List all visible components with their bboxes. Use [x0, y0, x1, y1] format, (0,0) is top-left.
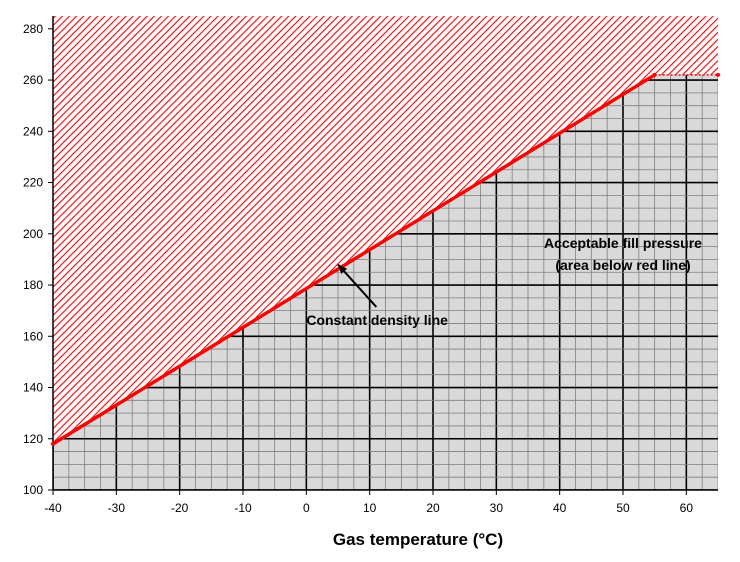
y-tick-label: 280 [23, 22, 43, 36]
constant-density-line [51, 73, 657, 446]
annotation-arrow [337, 263, 378, 308]
y-tick-label: 240 [23, 124, 43, 138]
y-tick-label: 180 [23, 278, 43, 292]
x-tick-label: -20 [171, 501, 189, 515]
line-point [51, 441, 55, 446]
x-tick-label: -10 [234, 501, 252, 515]
x-tick-label: 50 [616, 501, 630, 515]
x-tick-label: 60 [680, 501, 694, 515]
annotation-line: (area below red line) [555, 257, 690, 273]
y-tick-label: 260 [23, 73, 43, 87]
x-axis-label: Gas temperature (°C) [333, 530, 503, 549]
hatched-region [53, 16, 718, 444]
x-tick-label: -30 [108, 501, 126, 515]
line-point [716, 72, 720, 77]
x-tick-label: -40 [44, 501, 62, 515]
x-tick-label: 30 [490, 501, 504, 515]
x-tick-label: 10 [363, 501, 377, 515]
x-tick-label: 40 [553, 501, 567, 515]
annotation-line: Acceptable fill pressure [544, 235, 702, 251]
x-tick-label: 0 [303, 501, 310, 515]
annotation-arrowhead [338, 264, 348, 274]
x-tick-label: 20 [426, 501, 440, 515]
y-tick-label: 140 [23, 381, 43, 395]
y-tick-label: 100 [23, 483, 43, 497]
y-tick-label: 220 [23, 176, 43, 190]
y-tick-label: 120 [23, 432, 43, 446]
annotation-text: Acceptable fill pressure (area below red … [544, 235, 702, 273]
y-tick-label: 160 [23, 329, 43, 343]
y-tick-label: 200 [23, 227, 43, 241]
line-point [652, 72, 657, 77]
annotation-text: Constant density line [306, 312, 448, 328]
